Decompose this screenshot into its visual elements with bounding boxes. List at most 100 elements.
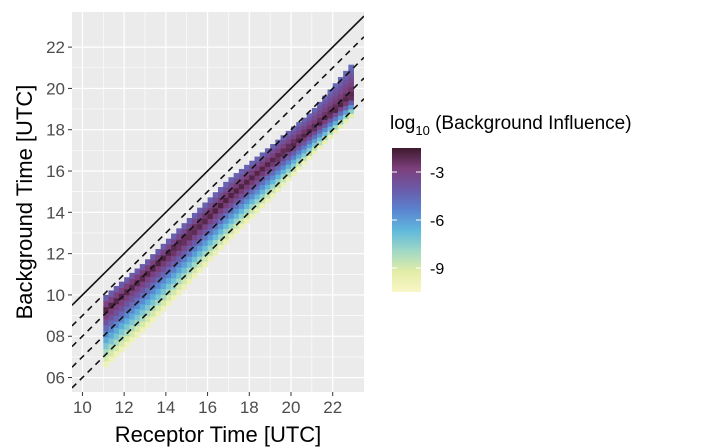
heat-cell <box>337 85 344 91</box>
heat-cell <box>207 207 214 214</box>
heat-cell <box>150 271 156 278</box>
heat-cell <box>191 245 198 252</box>
heat-cell <box>270 170 276 176</box>
heat-cell <box>317 121 323 126</box>
heat-cell <box>191 261 198 268</box>
heat-cell <box>139 321 146 328</box>
heat-cell <box>186 239 193 246</box>
heat-cell <box>129 278 135 285</box>
heat-cell <box>197 261 203 268</box>
heat-cell <box>306 124 313 130</box>
heat-cell <box>124 318 130 325</box>
heat-cell <box>348 73 354 79</box>
heat-cell <box>103 294 109 302</box>
x-tick-label: 10 <box>73 398 92 417</box>
heat-cell <box>301 149 308 154</box>
heat-cell <box>228 192 235 199</box>
heat-cell <box>186 267 193 274</box>
heat-cell <box>337 89 344 95</box>
heat-cell <box>317 113 323 118</box>
y-axis: 06 08 10 12 14 16 18 20 22 <box>46 38 72 388</box>
heat-cell <box>348 69 354 74</box>
heat-cell <box>186 234 193 241</box>
heat-cell <box>306 155 313 160</box>
heat-cell <box>238 198 245 204</box>
heat-cell <box>317 144 323 150</box>
heat-cell <box>118 299 125 306</box>
heat-cell <box>218 218 224 225</box>
heat-cell <box>181 228 188 235</box>
heat-cell <box>327 105 334 111</box>
heat-cell <box>270 157 276 163</box>
heat-cell <box>327 93 334 99</box>
heat-cell <box>191 223 198 230</box>
heat-cell <box>134 279 141 287</box>
heat-cell <box>228 187 235 193</box>
heat-cell <box>275 174 281 180</box>
heat-cell <box>118 311 125 318</box>
heat-cell <box>322 119 328 125</box>
heat-cell <box>207 223 214 230</box>
heat-cell <box>301 125 308 130</box>
heat-cell <box>176 256 182 262</box>
heat-cell <box>264 175 271 181</box>
heat-cell <box>264 166 271 172</box>
heat-cell <box>317 101 323 107</box>
heat-cell <box>202 256 208 262</box>
heat-cell <box>108 326 115 333</box>
heat-cell <box>285 139 292 144</box>
heat-cell <box>233 198 240 204</box>
heat-cell <box>129 319 135 326</box>
heat-cell <box>171 233 177 240</box>
heat-cell <box>171 261 177 268</box>
heat-cell <box>176 261 182 268</box>
heat-cell <box>155 277 162 284</box>
heat-cell <box>301 152 308 158</box>
heat-cell <box>160 294 167 301</box>
heat-cell <box>296 150 302 155</box>
heat-cell <box>212 213 219 219</box>
heat-cell <box>327 97 334 103</box>
heat-cell <box>238 183 245 190</box>
heat-cell <box>118 340 125 347</box>
heat-cell <box>139 309 146 316</box>
heat-cell <box>223 197 229 204</box>
heat-cell <box>181 239 188 246</box>
heat-cell <box>108 338 115 345</box>
heat-cell <box>348 108 354 114</box>
heat-cell <box>103 318 109 326</box>
heat-cell <box>160 271 167 278</box>
heat-cell <box>275 157 281 162</box>
heat-cell <box>270 175 276 180</box>
heat-cell <box>218 234 224 240</box>
heat-cell <box>332 104 339 109</box>
heat-cell <box>218 192 224 198</box>
heat-cell <box>191 234 198 241</box>
heat-cell <box>113 297 120 305</box>
heat-cell <box>155 254 162 261</box>
heat-cell <box>181 234 188 241</box>
legend-title: log10 (Background Influence) <box>390 113 632 138</box>
heat-cell <box>322 131 328 137</box>
heat-cell <box>259 170 266 176</box>
heat-cell <box>296 158 302 163</box>
heat-cell <box>139 269 146 276</box>
heat-cell <box>108 296 115 303</box>
heat-cell <box>348 91 354 97</box>
heat-cell <box>311 119 318 124</box>
heat-cell <box>332 108 339 113</box>
heat-cell <box>238 168 245 175</box>
heat-cell <box>202 229 208 236</box>
heat-cell <box>134 325 141 333</box>
heat-cell <box>291 171 297 176</box>
heat-cell <box>197 234 203 241</box>
heat-cell <box>108 320 115 327</box>
heat-cell <box>212 250 219 256</box>
heat-cell <box>259 157 266 163</box>
heat-cell <box>103 336 109 344</box>
heat-cell <box>191 212 198 219</box>
heat-cell <box>296 166 302 171</box>
heat-cell <box>244 164 250 171</box>
heat-cell <box>322 107 328 113</box>
heat-cell <box>212 208 219 214</box>
